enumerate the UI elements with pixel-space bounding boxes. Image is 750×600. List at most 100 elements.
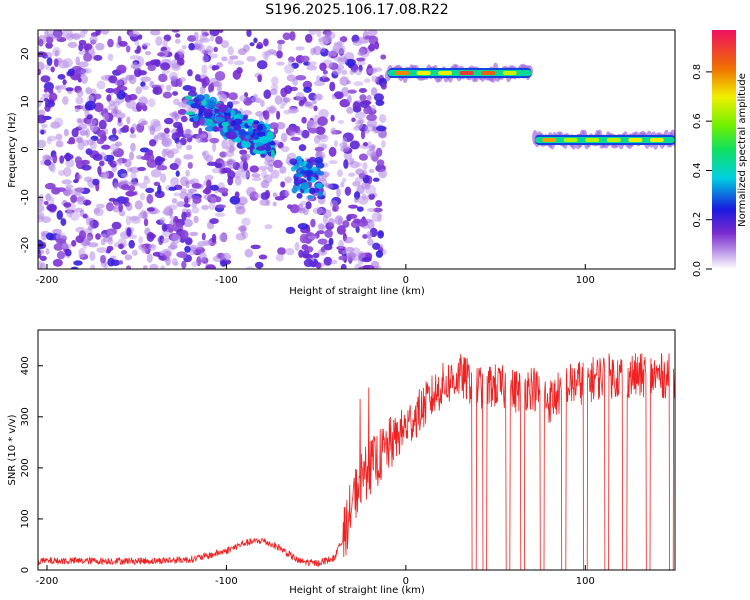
noise-blob bbox=[280, 146, 290, 153]
noise-blob bbox=[67, 41, 78, 49]
noise-blob bbox=[180, 176, 189, 187]
noise-blob bbox=[44, 159, 52, 166]
noise-blob bbox=[88, 217, 94, 227]
noise-blob bbox=[78, 230, 87, 241]
noise-blob bbox=[227, 159, 237, 169]
noise-blob bbox=[80, 104, 87, 110]
noise-blob bbox=[186, 191, 195, 200]
noise-blob bbox=[114, 242, 119, 248]
noise-blob bbox=[66, 140, 76, 145]
noise-blob bbox=[290, 136, 301, 142]
noise-blob bbox=[295, 74, 307, 81]
noise-blob bbox=[298, 99, 305, 107]
cluster-blob bbox=[291, 186, 298, 194]
noise-blob bbox=[170, 75, 178, 81]
cluster-blob bbox=[316, 171, 325, 176]
noise-blob bbox=[141, 120, 148, 126]
noise-blob bbox=[282, 32, 291, 41]
noise-blob bbox=[76, 89, 84, 97]
noise-blob bbox=[279, 104, 285, 110]
noise-blob bbox=[363, 106, 371, 115]
noise-blob bbox=[48, 92, 58, 102]
noise-blob bbox=[239, 94, 247, 102]
trace-blob bbox=[199, 117, 205, 126]
noise-blob bbox=[315, 261, 322, 269]
noise-blob bbox=[52, 258, 63, 267]
noise-blob bbox=[295, 46, 305, 51]
noise-blob bbox=[118, 260, 124, 265]
noise-blob bbox=[204, 174, 214, 181]
noise-blob bbox=[359, 94, 367, 102]
noise-blob bbox=[114, 141, 122, 147]
noise-blob bbox=[175, 33, 181, 38]
noise-blob bbox=[375, 250, 384, 258]
noise-blob bbox=[122, 124, 129, 131]
noise-blob bbox=[100, 30, 110, 35]
noise-blob bbox=[162, 91, 173, 99]
noise-blob bbox=[317, 238, 328, 245]
noise-blob bbox=[234, 60, 245, 66]
noise-blob bbox=[124, 196, 130, 203]
noise-blob bbox=[74, 107, 80, 113]
noise-blob bbox=[173, 110, 178, 119]
noise-blob bbox=[96, 80, 106, 90]
y-tick-label: 400 bbox=[20, 356, 31, 375]
noise-blob bbox=[174, 38, 181, 44]
trace-blob bbox=[187, 90, 198, 97]
noise-blob bbox=[96, 203, 105, 209]
noise-blob bbox=[61, 179, 72, 185]
noise-blob bbox=[264, 224, 273, 230]
noise-blob bbox=[331, 95, 337, 100]
noise-blob bbox=[313, 93, 324, 101]
noise-blob bbox=[285, 226, 296, 235]
noise-blob bbox=[188, 42, 195, 51]
trace-blob bbox=[227, 130, 237, 140]
noise-blob bbox=[208, 202, 216, 211]
noise-blob bbox=[129, 133, 137, 139]
noise-blob bbox=[181, 211, 187, 222]
noise-blob bbox=[313, 80, 325, 87]
noise-blob bbox=[324, 229, 333, 238]
noise-blob bbox=[242, 110, 253, 116]
noise-blob bbox=[46, 57, 53, 67]
noise-blob bbox=[212, 80, 223, 88]
noise-blob bbox=[38, 248, 41, 255]
noise-blob bbox=[317, 223, 325, 230]
noise-blob bbox=[202, 54, 209, 63]
colorbar-ticks: 0.0 0.2 0.4 0.6 0.8 bbox=[692, 64, 712, 277]
noise-blob bbox=[83, 52, 93, 62]
noise-blob bbox=[276, 39, 286, 45]
noise-blob bbox=[258, 112, 264, 123]
noise-blob bbox=[78, 43, 84, 52]
noise-blob bbox=[92, 153, 103, 162]
noise-blob bbox=[85, 128, 90, 138]
colorbar-tick-label: 0.2 bbox=[692, 212, 703, 228]
noise-blob bbox=[357, 195, 369, 205]
noise-blob bbox=[171, 198, 178, 204]
noise-blob bbox=[143, 218, 149, 227]
noise-blob bbox=[257, 74, 263, 83]
noise-blob bbox=[280, 132, 288, 143]
noise-blob bbox=[301, 116, 307, 124]
noise-blob bbox=[82, 213, 88, 219]
noise-blob bbox=[245, 266, 254, 269]
trace-blob bbox=[180, 115, 188, 123]
noise-blob bbox=[310, 218, 316, 228]
noise-blob bbox=[45, 42, 53, 49]
noise-blob bbox=[353, 81, 364, 87]
noise-blob bbox=[330, 259, 338, 265]
noise-blob bbox=[46, 137, 52, 145]
noise-blob bbox=[100, 254, 107, 264]
noise-blob bbox=[114, 105, 119, 115]
noise-blob bbox=[297, 223, 309, 230]
noise-blob bbox=[183, 203, 191, 208]
lower-tone bbox=[532, 129, 675, 150]
trace-blob bbox=[230, 120, 237, 127]
noise-blob bbox=[118, 243, 124, 250]
noise-blob bbox=[244, 248, 254, 258]
noise-blob bbox=[316, 133, 327, 140]
trace-blob bbox=[215, 116, 226, 123]
noise-blob bbox=[184, 237, 193, 246]
noise-blob bbox=[274, 95, 282, 105]
noise-blob bbox=[170, 63, 181, 71]
